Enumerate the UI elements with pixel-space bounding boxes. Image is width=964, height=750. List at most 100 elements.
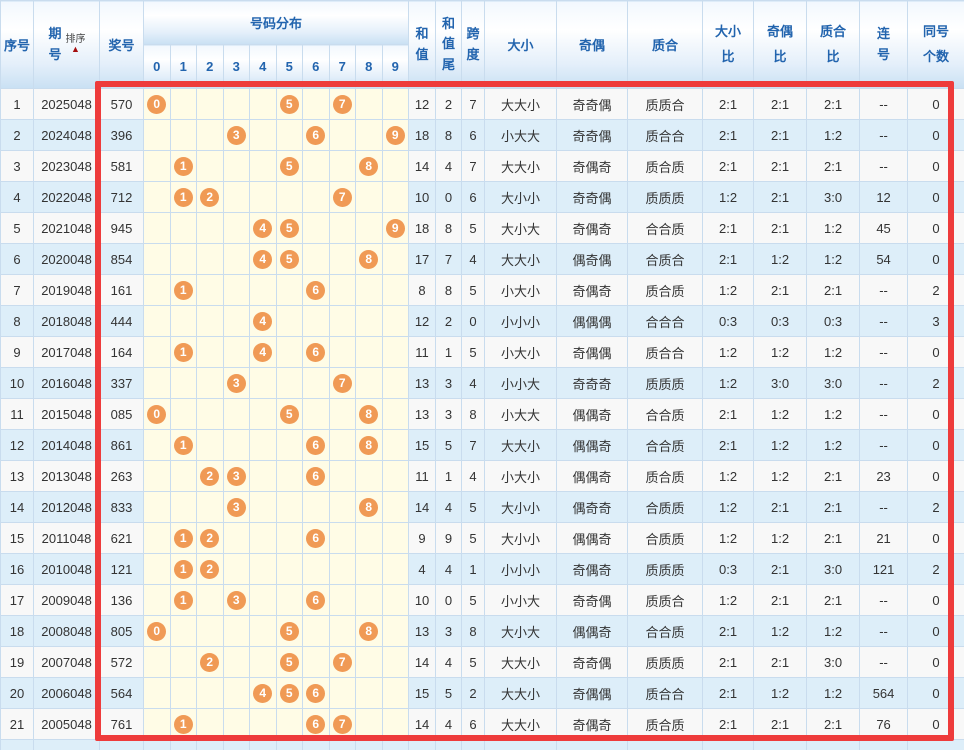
partial-next-row bbox=[0, 739, 964, 750]
consecutive-cell: 564 bbox=[859, 677, 909, 709]
prime-cell: 质质质 bbox=[627, 367, 704, 399]
digit-cell-6: 6 bbox=[302, 429, 330, 461]
prime-cell: 质质合 bbox=[627, 88, 704, 120]
number-ball: 9 bbox=[385, 125, 405, 145]
number-ball: 5 bbox=[279, 156, 299, 176]
partial-cell bbox=[702, 739, 755, 750]
digit-cell-0 bbox=[143, 212, 171, 244]
sum-tail-cell: 4 bbox=[435, 646, 463, 678]
parity-ratio-cell: 2:1 bbox=[753, 553, 808, 585]
parity-ratio-cell: 2:1 bbox=[753, 181, 808, 213]
partial-cell bbox=[169, 739, 197, 750]
col-header-sum: 和值 bbox=[408, 0, 437, 89]
number-ball: 7 bbox=[332, 714, 352, 734]
digit-cell-8 bbox=[355, 119, 383, 151]
digit-cell-3 bbox=[222, 181, 250, 213]
digit-cell-8: 8 bbox=[355, 150, 383, 182]
same-count-cell: 0 bbox=[907, 336, 964, 368]
digit-header-7: 7 bbox=[328, 44, 356, 89]
prime-ratio-cell: 1:2 bbox=[806, 119, 861, 151]
sum-tail-cell: 0 bbox=[435, 584, 463, 616]
prime-ratio-cell: 2:1 bbox=[806, 88, 861, 120]
number-ball: 4 bbox=[253, 249, 273, 269]
digit-cell-7 bbox=[328, 398, 356, 430]
consecutive-cell: 23 bbox=[859, 460, 909, 492]
consecutive-cell: 54 bbox=[859, 243, 909, 275]
digit-cell-9 bbox=[381, 429, 410, 461]
digit-cell-5 bbox=[275, 181, 303, 213]
size-ratio-cell: 1:2 bbox=[702, 274, 755, 306]
serial-cell: 13 bbox=[0, 460, 34, 492]
table-row: 15 2011048 621 1 2 6 9 9 5 大小小 偶偶奇 合质质 1:2 1:2 2:1 21 0 bbox=[0, 522, 964, 554]
prime-cell: 合合质 bbox=[627, 212, 704, 244]
col-header-same-count: 同号个数 bbox=[907, 0, 964, 89]
period-cell: 2013048 bbox=[33, 460, 100, 492]
prime-cell: 质合质 bbox=[627, 150, 704, 182]
sum-tail-cell: 7 bbox=[435, 243, 463, 275]
parity-cell: 奇偶奇 bbox=[556, 274, 629, 306]
sum-cell: 15 bbox=[408, 429, 437, 461]
prime-cell: 质合质 bbox=[627, 274, 704, 306]
size-ratio-cell: 1:2 bbox=[702, 491, 755, 523]
digit-cell-4 bbox=[249, 491, 277, 523]
digit-cell-4 bbox=[249, 181, 277, 213]
number-ball: 9 bbox=[385, 218, 405, 238]
sum-cell: 10 bbox=[408, 584, 437, 616]
digit-cell-9 bbox=[381, 460, 410, 492]
sum-tail-cell: 4 bbox=[435, 553, 463, 585]
sum-tail-cell: 8 bbox=[435, 119, 463, 151]
span-cell: 7 bbox=[461, 429, 486, 461]
sort-control[interactable]: 排序 ▲ bbox=[65, 34, 85, 55]
digit-cell-9 bbox=[381, 646, 410, 678]
consecutive-cell: -- bbox=[859, 584, 909, 616]
size-ratio-cell: 1:2 bbox=[702, 336, 755, 368]
prime-ratio-cell: 1:2 bbox=[806, 615, 861, 647]
col-header-serial: 序号 bbox=[0, 0, 34, 89]
digit-cell-7 bbox=[328, 429, 356, 461]
number-ball: 6 bbox=[306, 528, 326, 548]
digit-cell-6 bbox=[302, 367, 330, 399]
parity-cell: 奇奇偶 bbox=[556, 119, 629, 151]
consecutive-cell: 121 bbox=[859, 553, 909, 585]
digit-cell-7 bbox=[328, 150, 356, 182]
number-ball: 1 bbox=[173, 435, 193, 455]
number-ball: 7 bbox=[332, 187, 352, 207]
digit-cell-3 bbox=[222, 646, 250, 678]
prime-cell: 质合合 bbox=[627, 119, 704, 151]
parity-cell: 偶偶奇 bbox=[556, 522, 629, 554]
table-row: 21 2005048 761 1 6 7 14 4 6 大大小 奇偶奇 质合质 2:1 2:1 2:1 76 0 bbox=[0, 708, 964, 740]
digit-cell-2 bbox=[196, 491, 224, 523]
same-count-cell: 0 bbox=[907, 150, 964, 182]
digit-cell-1 bbox=[169, 367, 197, 399]
digit-cell-6 bbox=[302, 243, 330, 275]
size-cell: 小小大 bbox=[484, 584, 558, 616]
sum-tail-cell: 3 bbox=[435, 615, 463, 647]
digit-cell-6: 6 bbox=[302, 584, 330, 616]
digit-cell-2: 2 bbox=[196, 181, 224, 213]
serial-cell: 17 bbox=[0, 584, 34, 616]
consecutive-cell: -- bbox=[859, 150, 909, 182]
number-ball: 6 bbox=[306, 342, 326, 362]
number-ball: 6 bbox=[306, 683, 326, 703]
prize-number-cell: 945 bbox=[99, 212, 144, 244]
digit-cell-2 bbox=[196, 88, 224, 120]
parity-cell: 偶偶奇 bbox=[556, 460, 629, 492]
digit-cell-1 bbox=[169, 491, 197, 523]
span-cell: 6 bbox=[461, 181, 486, 213]
period-cell: 2010048 bbox=[33, 553, 100, 585]
period-header-label: 期号 bbox=[48, 26, 62, 62]
number-ball: 8 bbox=[359, 156, 379, 176]
serial-cell: 2 bbox=[0, 119, 34, 151]
digit-cell-9 bbox=[381, 491, 410, 523]
digit-cell-9 bbox=[381, 274, 410, 306]
digit-cell-4 bbox=[249, 150, 277, 182]
digit-cell-1 bbox=[169, 212, 197, 244]
digit-cell-6: 6 bbox=[302, 677, 330, 709]
digit-cell-1 bbox=[169, 460, 197, 492]
prime-ratio-cell: 2:1 bbox=[806, 274, 861, 306]
same-count-cell: 2 bbox=[907, 367, 964, 399]
digit-cell-3 bbox=[222, 522, 250, 554]
period-cell: 2015048 bbox=[33, 398, 100, 430]
size-cell: 大小大 bbox=[484, 615, 558, 647]
